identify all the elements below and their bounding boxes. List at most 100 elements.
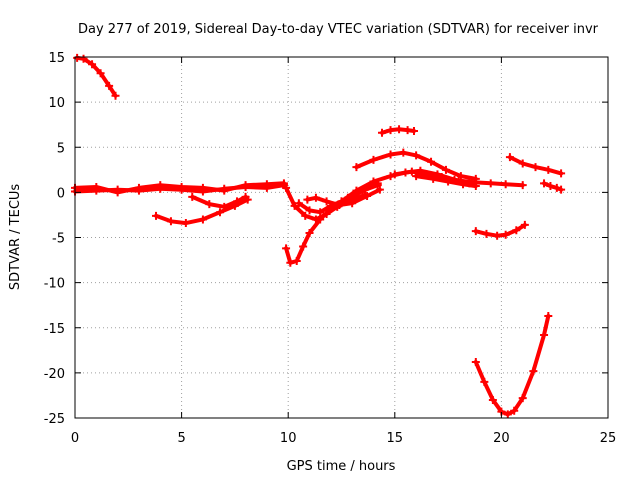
data-point [456,172,465,181]
data-point [305,206,314,215]
data-point [286,258,295,267]
data-point [294,199,303,208]
y-tick-label: -5 [52,232,65,247]
data-point [427,157,436,166]
data-point [505,153,514,162]
data-point [337,197,346,206]
data-point [79,54,88,63]
data-point [111,91,120,100]
data-point [529,367,538,376]
data-point [177,182,186,191]
data-point [311,193,320,202]
x-tick-label: 20 [493,431,510,446]
data-point [480,377,489,386]
series-arc-flat-16h-b [412,172,480,191]
data-point [399,148,408,157]
data-point [444,177,453,186]
x-tick-label: 5 [177,431,185,446]
data-point [482,229,491,238]
data-point [352,163,361,172]
data-point [92,182,101,191]
series-line [75,55,118,98]
data-point [546,182,555,191]
data-point [292,256,301,265]
series-arc-baseline-b [71,179,288,197]
data-point [290,201,299,210]
data-point [375,185,384,194]
series-arc-sag-6h [188,192,250,211]
data-point [386,126,395,135]
data-point [486,179,495,188]
data-point [540,330,549,339]
y-tick-label: -15 [44,322,65,337]
y-tick-label: -20 [44,367,65,382]
data-point [471,358,480,367]
data-point [518,394,527,403]
data-point [322,197,331,206]
x-tick-labels: 0 5 10 15 20 25 [71,431,616,446]
data-point [205,200,214,209]
data-point [518,159,527,168]
series-arc-late-21h [505,153,566,178]
data-point [503,410,512,419]
y-tick-label: 10 [48,96,65,111]
data-point [220,202,229,211]
series-arc-hump-15h [352,148,480,183]
x-tick-label: 15 [387,431,404,446]
data-point [369,155,378,164]
data-point [279,179,288,188]
series-arc-trough-11h [282,181,382,224]
data-point [299,242,308,251]
data-point [311,215,320,224]
y-tick-label: 15 [48,51,65,66]
data-point [152,211,161,220]
data-point [557,185,566,194]
data-point [471,182,480,191]
data-point [105,81,114,90]
chart-title: Day 277 of 2019, Sidereal Day-to-day VTE… [78,22,599,37]
data-point [262,180,271,189]
data-point [215,208,224,217]
data-point [520,220,529,229]
data-point [282,183,291,192]
y-tick-labels: 15 10 5 0 -5 -10 -15 -20 -25 [44,51,65,427]
data-point [471,227,480,236]
data-point [390,170,399,179]
data-point [395,125,404,134]
x-tick-label: 10 [280,431,297,446]
y-tick-label: -10 [44,277,65,292]
data-point [198,215,207,224]
x-tick-label: 0 [71,431,79,446]
series-arc-dip-5h [152,195,252,228]
data-point [493,231,502,240]
data-point [363,191,372,200]
x-tick-label: 25 [600,431,617,446]
data-point [241,192,250,201]
data-point [407,167,416,176]
data-point [409,127,418,136]
data-point [552,183,561,192]
data-point [544,165,553,174]
data-point [510,406,519,415]
data-point [429,174,438,183]
data-point [88,60,97,69]
series-arc-early-high [73,53,120,100]
data-point [512,226,521,235]
data-point [352,186,361,195]
data-point [113,188,122,197]
data-point [233,197,242,206]
data-point [501,180,510,189]
data-point [386,172,395,181]
data-point [316,208,325,217]
data-point [459,180,468,189]
data-point [373,181,382,190]
data-point [198,183,207,192]
data-point [488,395,497,404]
y-tick-label: 0 [57,186,65,201]
data-point [305,228,314,237]
data-point [378,128,387,137]
data-point [96,69,105,78]
data-point [181,219,190,228]
data-point [348,199,357,208]
